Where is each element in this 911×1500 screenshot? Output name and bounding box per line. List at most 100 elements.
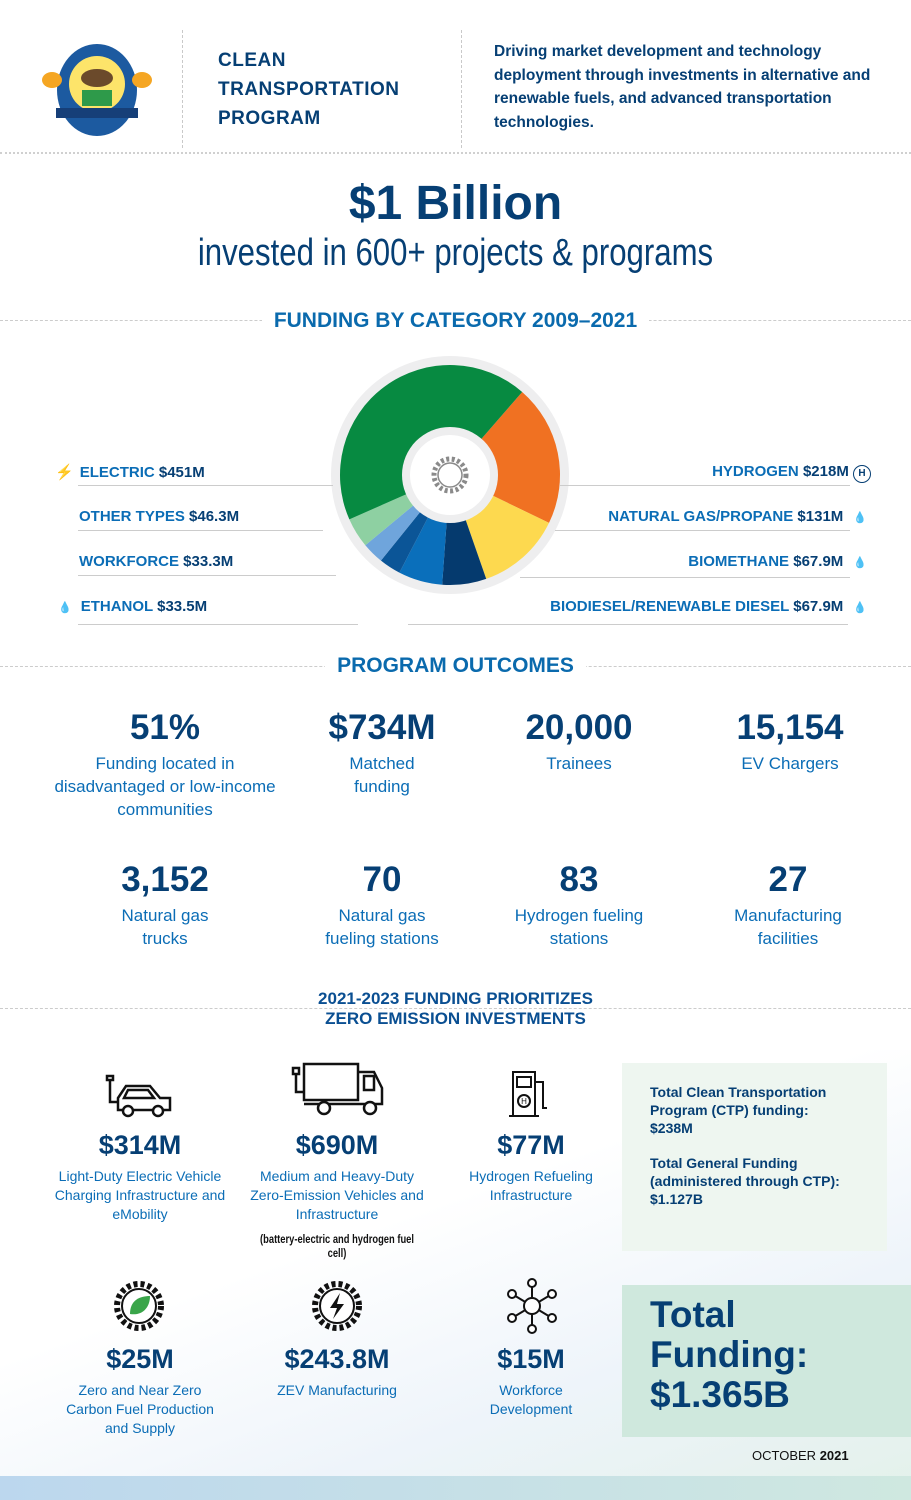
legend-value: $33.5M xyxy=(157,598,208,615)
investment-item: $25M Zero and Near Zero Carbon Fuel Produ… xyxy=(35,1344,245,1438)
investment-label: Hydrogen Refueling Infrastructure xyxy=(469,1168,593,1203)
program-title: CLEAN TRANSPORTATION PROGRAM xyxy=(218,46,400,133)
drop-icon: 💧 xyxy=(853,512,867,524)
legend-value: $46.3M xyxy=(189,508,240,525)
investment-label: Zero and Near Zero Carbon Fuel Productio… xyxy=(66,1382,214,1436)
outcome-item: 3,152 Natural gas trucks xyxy=(45,860,285,950)
hydrogen-icon: H xyxy=(853,465,871,483)
outcome-label: EV Chargers xyxy=(741,754,839,773)
tagline: Driving market development and technolog… xyxy=(494,43,871,131)
outcome-value: $734M xyxy=(328,708,436,747)
outcome-label: Funding located in disadvantaged or low-… xyxy=(54,754,276,819)
legend-hydrogen: HYDROGEN $218M H xyxy=(712,463,871,483)
legend-value: $451M xyxy=(158,464,205,481)
gear-icon xyxy=(431,456,469,494)
outcome-value: 3,152 xyxy=(121,860,209,899)
legend-natural-gas: NATURAL GAS/PROPANE $131M 💧 xyxy=(608,508,867,525)
investment-value: $690M xyxy=(295,1130,379,1160)
funding-title: FUNDING BY CATEGORY 2009–2021 xyxy=(261,309,650,332)
outcomes-title: PROGRAM OUTCOMES xyxy=(325,654,586,677)
total-funding-box: Total Funding: $1.365B xyxy=(622,1285,911,1437)
outcome-item: $734M Matched funding xyxy=(262,708,502,798)
legend-name: ETHANOL xyxy=(80,598,153,615)
drop-icon: 💧 xyxy=(853,557,867,569)
lightning-icon: ⚡ xyxy=(55,464,74,481)
ctp-label: Total Clean Transportation Program (CTP)… xyxy=(650,1084,827,1118)
investment-item: $243.8M ZEV Manufacturing xyxy=(232,1344,442,1400)
program-title-line: CLEAN xyxy=(218,50,286,71)
outcome-value: 83 xyxy=(559,860,599,899)
footer-month: OCTOBER xyxy=(752,1448,817,1463)
priorities-title-line: 2021-2023 FUNDING PRIORITIZES xyxy=(306,989,605,1008)
footer-year: 2021 xyxy=(819,1448,849,1463)
total-label: Funding: xyxy=(650,1334,809,1375)
legend-value: $67.9M xyxy=(793,598,844,615)
legend-biomethane: BIOMETHANE $67.9M 💧 xyxy=(688,553,867,570)
drop-icon: 💧 xyxy=(853,602,867,614)
legend-electric: ⚡ ELECTRIC $451M xyxy=(55,463,205,481)
program-title-line: TRANSPORTATION xyxy=(218,79,400,100)
lightning-gear-icon xyxy=(312,1281,362,1331)
outcome-item: 70 Natural gas fueling stations xyxy=(262,860,502,950)
priorities-title: 2021-2023 FUNDING PRIORITIZES ZERO EMISS… xyxy=(0,989,911,1029)
outcome-value: 20,000 xyxy=(525,708,633,747)
electric-car-icon xyxy=(105,1074,172,1118)
general-label: Total General Funding (administered thro… xyxy=(650,1155,840,1189)
electric-truck-icon xyxy=(291,1062,384,1116)
investment-label: Workforce Development xyxy=(489,1382,573,1417)
investment-value: $15M xyxy=(497,1344,565,1374)
investment-value: $314M xyxy=(98,1130,182,1160)
network-icon xyxy=(507,1278,557,1334)
investment-item: $15M Workforce Development xyxy=(426,1344,636,1419)
legend-value: $218M xyxy=(802,463,849,480)
gear-icon-center xyxy=(437,462,463,488)
legend-other-types: OTHER TYPES $46.3M xyxy=(79,508,239,525)
header-divider xyxy=(182,30,183,148)
legend-value: $33.3M xyxy=(183,553,234,570)
legend-name: BIOMETHANE xyxy=(688,553,790,570)
header-divider xyxy=(461,30,462,148)
total-value: $1.365B xyxy=(650,1374,790,1415)
hero-amount: $1 Billion xyxy=(348,177,563,230)
funding-pie-chart xyxy=(331,356,569,594)
investment-value: $25M xyxy=(106,1344,174,1374)
svg-text:H: H xyxy=(521,1097,527,1106)
ctp-value: $238M xyxy=(650,1120,693,1136)
outcome-item: 15,154 EV Chargers xyxy=(670,708,910,775)
outcome-label: Natural gas fueling stations xyxy=(325,906,439,948)
legend-value: $131M xyxy=(797,508,844,525)
legend-workforce: WORKFORCE $33.3M xyxy=(79,553,233,570)
legend-name: OTHER TYPES xyxy=(79,508,185,525)
general-value: $1.127B xyxy=(650,1191,703,1207)
legend-name: BIODIESEL/RENEWABLE DIESEL xyxy=(550,598,790,615)
investment-label: Light-Duty Electric Vehicle Charging Inf… xyxy=(54,1168,226,1222)
investment-item: $690M Medium and Heavy-Duty Zero-Emission… xyxy=(232,1130,442,1260)
legend-ethanol: 💧 ETHANOL $33.5M xyxy=(58,598,207,615)
total-label: Total xyxy=(650,1294,736,1335)
outcome-label: Matched funding xyxy=(349,754,415,796)
legend-name: HYDROGEN xyxy=(712,463,799,480)
outcome-value: 15,154 xyxy=(736,708,844,747)
legend-name: ELECTRIC xyxy=(79,464,155,481)
outcome-value: 51% xyxy=(129,708,201,747)
outcome-label: Natural gas trucks xyxy=(121,906,209,948)
investment-label: Medium and Heavy-Duty Zero-Emission Vehi… xyxy=(250,1168,424,1222)
outcome-item: 27 Manufacturing facilities xyxy=(668,860,908,950)
investment-value: $243.8M xyxy=(284,1344,390,1374)
investment-note: (battery-electric and hydrogen fuel cell… xyxy=(260,1232,414,1260)
outcome-value: 70 xyxy=(362,860,402,899)
investment-label: ZEV Manufacturing xyxy=(277,1382,397,1398)
bottom-band xyxy=(0,1476,911,1500)
hero-subtitle: invested in 600+ projects & programs xyxy=(197,232,714,274)
legend-name: WORKFORCE xyxy=(79,553,179,570)
legend-biodiesel: BIODIESEL/RENEWABLE DIESEL $67.9M 💧 xyxy=(550,598,867,615)
funding-summary-box: Total Clean Transportation Program (CTP)… xyxy=(622,1063,887,1251)
legend-name: NATURAL GAS/PROPANE xyxy=(608,508,794,525)
pie-slice-hydrogen xyxy=(450,391,560,523)
section-divider xyxy=(0,1008,911,1009)
program-title-line: PROGRAM xyxy=(218,108,321,129)
investment-value: $77M xyxy=(497,1130,565,1160)
legend-value: $67.9M xyxy=(793,553,844,570)
investment-item: $77M Hydrogen Refueling Infrastructure xyxy=(426,1130,636,1205)
outcome-item: 51% Funding located in disadvantaged or l… xyxy=(45,708,285,821)
